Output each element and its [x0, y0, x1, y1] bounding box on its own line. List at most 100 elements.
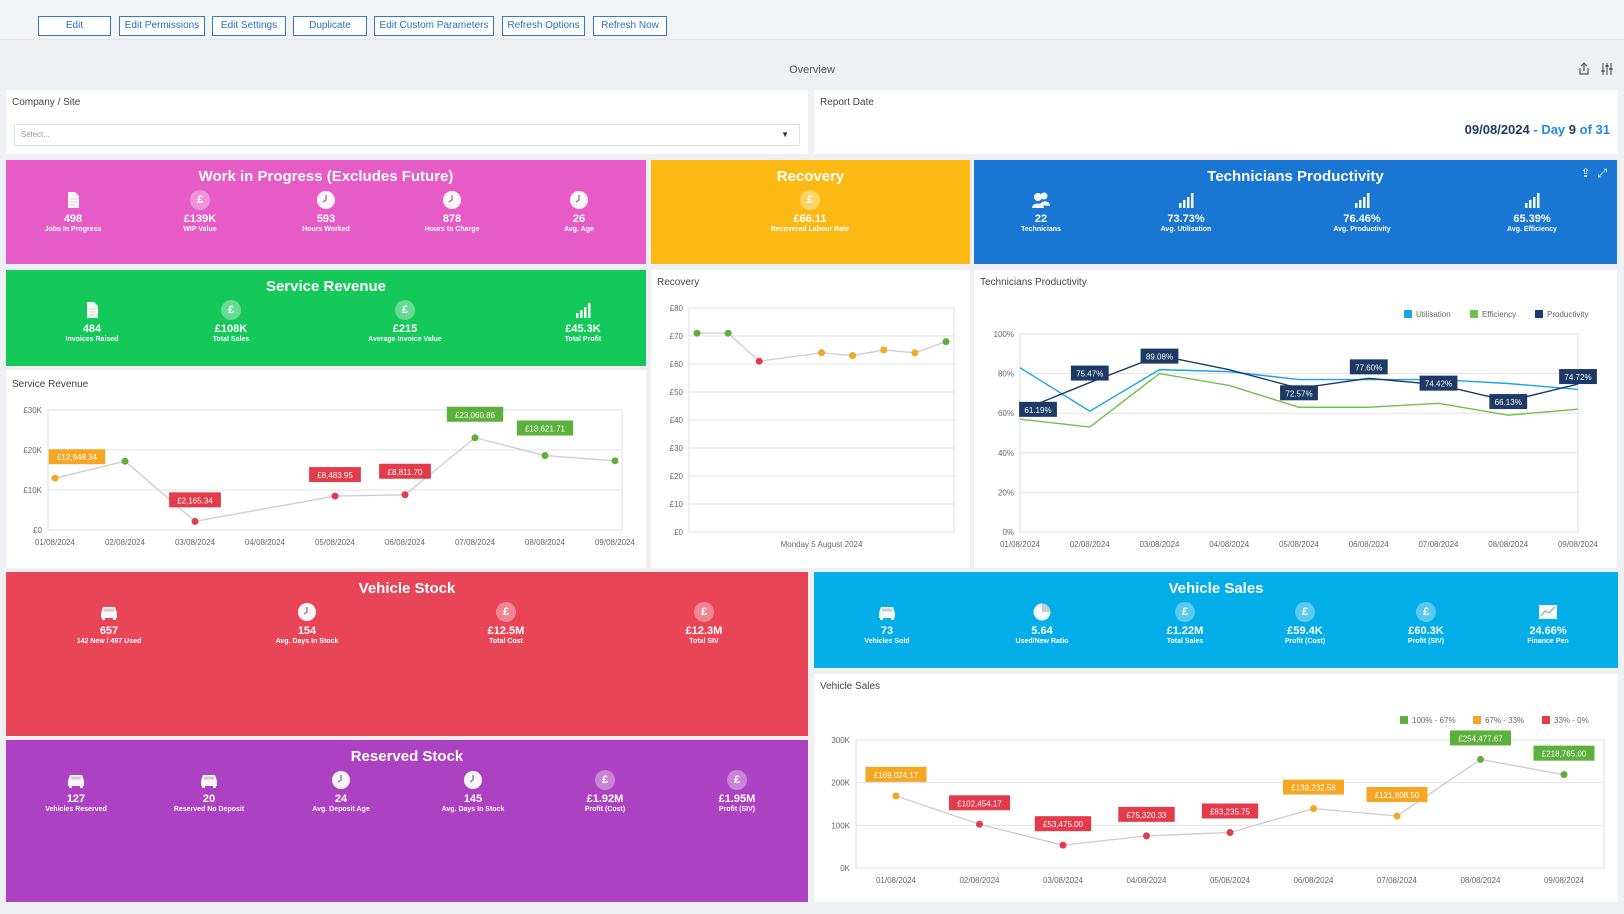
data-label: £8,483.95 [317, 471, 353, 480]
legend-label: 67% - 33% [1485, 716, 1524, 725]
servrev-panel: Service Revenue 484 Invoices Raised £ £108K… [6, 270, 646, 366]
stat-label: Jobs In Progress [44, 226, 102, 233]
pie-icon [987, 602, 1097, 622]
duplicate-button[interactable]: Duplicate [293, 16, 367, 36]
vsales-stat: £ £60.3K Profit (SIV) [1371, 602, 1481, 645]
x-tick-label: 08/08/2024 [525, 538, 566, 547]
data-label-box [1118, 806, 1175, 822]
day-of-total: of 31 [1579, 122, 1610, 137]
data-label: 74.42% [1425, 380, 1452, 389]
data-label: £53,475.00 [1043, 820, 1084, 829]
data-label-box [1449, 730, 1512, 746]
pound-icon: £ [451, 602, 561, 622]
y-tick-label: 40% [998, 449, 1014, 458]
x-tick-label: 05/08/2024 [315, 538, 356, 547]
stat-value: 20 [202, 793, 216, 805]
car-icon [832, 602, 942, 622]
document-icon [37, 300, 147, 320]
refresh-options-button[interactable]: Refresh Options [502, 16, 585, 36]
x-tick-label: 09/08/2024 [595, 538, 636, 547]
bar-chart-icon [1477, 190, 1587, 210]
plot-frame [855, 739, 1605, 869]
refresh-now-button[interactable]: Refresh Now [593, 16, 667, 36]
servrev-stat: 484 Invoices Raised [37, 300, 147, 343]
vstock-title: Vehicle Stock [358, 580, 456, 597]
data-point [976, 820, 983, 828]
y-tick-label: £0 [33, 526, 42, 535]
techprod-chart-title: Technicians Productivity [980, 277, 1087, 288]
edit-button[interactable]: Edit [38, 16, 111, 36]
stat-label: Invoices Raised [65, 336, 119, 343]
edit-custom-parameters-button[interactable]: Edit Custom Parameters [374, 16, 494, 36]
y-tick-label: £0 [674, 528, 683, 537]
service-revenue-chart-title: Service Revenue [12, 379, 89, 390]
data-label-box [865, 766, 927, 782]
people-icon [986, 190, 1096, 210]
series-line [1019, 367, 1579, 413]
x-tick-label: 06/08/2024 [1293, 876, 1334, 885]
data-point [1477, 755, 1484, 763]
series-line [1019, 372, 1579, 428]
legend-swatch [1404, 310, 1412, 318]
stat-value: £45.3K [565, 323, 601, 335]
stat-label: WIP Value [183, 226, 217, 233]
stat-value: 76.46% [1343, 213, 1381, 225]
stat-value: £59.4K [1287, 625, 1323, 637]
stat-label: Reserved No Deposit [173, 806, 245, 813]
share-icon[interactable] [1577, 62, 1591, 76]
company-site-select[interactable]: Select... ▼ [14, 124, 800, 146]
data-label: £12,948.34 [57, 453, 98, 462]
data-label: £75,320.33 [1126, 811, 1167, 820]
data-point [849, 352, 857, 360]
pound-icon: £ [649, 602, 759, 622]
clock-icon [397, 190, 507, 210]
stat-value: 498 [63, 213, 83, 225]
legend-swatch [1470, 310, 1478, 318]
x-tick-label: 04/08/2024 [1209, 540, 1250, 549]
data-point [611, 457, 619, 465]
x-tick-label: 02/08/2024 [1070, 540, 1111, 549]
y-tick-label: £50 [670, 388, 684, 397]
data-point [1560, 771, 1568, 779]
data-point [1143, 832, 1150, 840]
y-tick-label: £10 [670, 500, 684, 509]
stat-value: £12.3M [685, 625, 723, 637]
share-icon[interactable]: ⇪ [1580, 166, 1591, 180]
rstock-title: Reserved Stock [350, 748, 464, 765]
pound-icon: £ [550, 770, 660, 790]
report-date-panel: Report Date 09/08/2024 - Day 9 of 31 [814, 90, 1618, 154]
panel-header-icons: ⇪ ⤢ [1581, 166, 1607, 181]
bar-chart-icon [1131, 190, 1241, 210]
stat-label: Avg. Days In Stock [441, 806, 505, 813]
stat-label: Hours to Charge [424, 226, 480, 233]
vsales-panel: Vehicle Sales 73 Vehicles Sold 5.64 Used/Ne… [814, 572, 1618, 668]
y-tick-label: £10K [23, 486, 42, 495]
data-label-box [1140, 348, 1179, 364]
edit-settings-button[interactable]: Edit Settings [212, 16, 286, 36]
pound-icon: £ [682, 770, 792, 790]
stat-label: Total Sales [212, 336, 250, 343]
edit-permissions-button[interactable]: Edit Permissions [119, 16, 205, 36]
stat-value: 22 [1034, 213, 1048, 225]
fullscreen-icon[interactable]: ⤢ [1597, 166, 1607, 180]
data-point [755, 357, 763, 365]
pound-icon: £ [145, 190, 255, 210]
stat-value: £1.22M [1166, 625, 1204, 637]
vsales-stat: 73 Vehicles Sold [832, 602, 942, 645]
stat-label: Avg. Age [564, 226, 594, 233]
settings-sliders-icon[interactable] [1600, 62, 1614, 76]
legend-swatch [1542, 716, 1550, 724]
x-tick-label: 09/08/2024 [1544, 876, 1585, 885]
vsales-stat: 5.64 Used/New Ratio [987, 602, 1097, 645]
stat-label: Total Profit [564, 336, 602, 343]
chevron-down-icon: ▼ [781, 130, 789, 139]
data-label-box [1349, 359, 1388, 375]
stat-value: 154 [297, 625, 317, 637]
techprod-panel: Technicians Productivity ⇪ ⤢ 22 Technicia… [974, 160, 1617, 264]
vstock-stat: 154 Avg. Days In Stock [252, 602, 362, 645]
series-line [697, 332, 947, 362]
recovery-chart-title: Recovery [657, 277, 700, 288]
rstock-stat: £ £1.92M Profit (Cost) [550, 770, 660, 813]
servrev-stat: £ £215 Average Invoice Value [350, 300, 460, 343]
data-label-box [948, 795, 1011, 811]
